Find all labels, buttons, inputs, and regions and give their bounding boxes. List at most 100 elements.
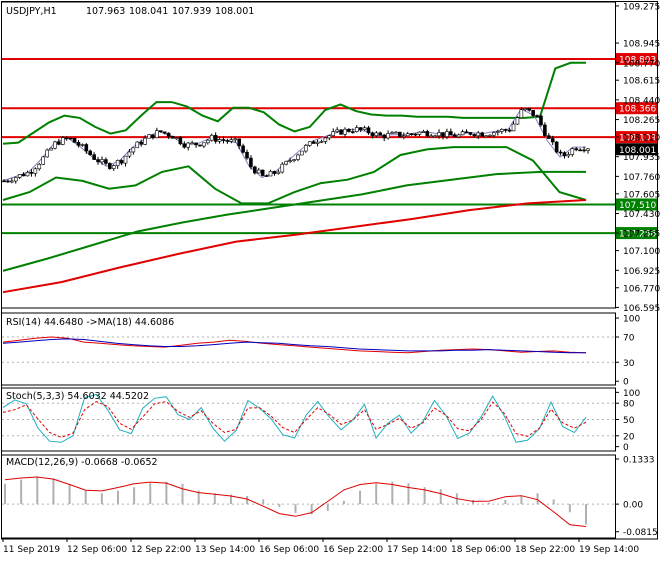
moving-average-200 xyxy=(2,199,587,294)
candle-body xyxy=(409,133,414,136)
candle-body xyxy=(452,134,457,138)
candle-body xyxy=(488,134,492,137)
candle-body xyxy=(135,141,140,149)
candle-body xyxy=(460,131,465,136)
candle-body xyxy=(96,159,100,163)
candle-body xyxy=(249,157,253,168)
price-tick-label: 107.605 xyxy=(623,190,660,200)
candle-body xyxy=(111,165,116,169)
candle-body xyxy=(155,130,159,139)
time-tick-label: 16 Sep 06:00 xyxy=(259,545,319,555)
level-tag xyxy=(616,131,657,144)
candle-body xyxy=(194,142,198,146)
candle-body xyxy=(586,148,590,151)
candle-body xyxy=(480,132,484,137)
stoch-signal-line xyxy=(2,401,587,438)
candle-body xyxy=(57,141,61,145)
level-tag-label: 107.510 xyxy=(619,201,656,211)
candle-body xyxy=(343,128,347,135)
candle-body xyxy=(127,151,132,157)
candle-body xyxy=(264,175,269,177)
stoch-main-line xyxy=(2,393,587,443)
price-tick-label: 108.110 xyxy=(623,134,660,144)
bollinger-lower-band xyxy=(2,146,587,205)
candle-body xyxy=(272,171,277,174)
time-tick-label: 16 Sep 22:00 xyxy=(323,545,383,555)
candle-body xyxy=(25,172,30,177)
candle-body xyxy=(547,135,551,139)
macd-tick-label: -0.0815 xyxy=(623,528,658,538)
candle-body xyxy=(288,160,292,162)
candle-body xyxy=(562,152,567,157)
candle-body xyxy=(41,156,45,165)
price-tick-label: 106.595 xyxy=(623,304,660,314)
macd-label: MACD(12,26,9) -0.0668 -0.0652 xyxy=(6,457,158,468)
candle-body xyxy=(511,123,516,132)
candle-body xyxy=(307,141,312,146)
candle-body xyxy=(347,128,351,132)
time-tick-label: 18 Sep 22:00 xyxy=(515,545,575,555)
candle-body xyxy=(229,139,234,142)
time-tick-label: 17 Sep 14:00 xyxy=(387,545,447,555)
current-price-tag xyxy=(616,143,657,156)
candle-body xyxy=(386,133,390,139)
candle-body xyxy=(421,131,426,133)
candle-body xyxy=(213,135,218,142)
horizontal-levels[interactable]: 108.803 108.366 108.109 107.510 107.256 108.0… xyxy=(2,53,657,240)
price-axis: 109.275 108.945 108.770 108.615 108.440 108.2… xyxy=(615,2,660,538)
candle-body xyxy=(198,144,202,147)
price-tick-label: 108.770 xyxy=(623,59,660,69)
candle-body xyxy=(382,134,386,139)
candle-body xyxy=(574,148,579,151)
candle-body xyxy=(119,160,124,164)
candle-body xyxy=(449,131,453,136)
candle-body xyxy=(570,148,575,155)
rsi-tick-label: 100 xyxy=(623,315,640,325)
candle-body xyxy=(123,155,128,164)
stoch-tick-label: 50 xyxy=(623,416,635,426)
level-tag xyxy=(616,102,657,115)
candle-body xyxy=(319,141,324,143)
candle-body xyxy=(535,115,539,117)
stoch-panel xyxy=(2,393,587,443)
candle-body xyxy=(260,169,265,176)
candle-body xyxy=(280,163,285,173)
time-tick-label: 12 Sep 22:00 xyxy=(131,545,191,555)
candle-body xyxy=(445,131,449,137)
candle-body xyxy=(296,154,300,160)
candle-body xyxy=(29,172,34,174)
fast-moving-average xyxy=(2,108,586,182)
candle-body xyxy=(88,150,93,156)
price-tick-label: 107.935 xyxy=(623,153,660,163)
candle-body xyxy=(339,129,343,135)
time-tick-label: 12 Sep 06:00 xyxy=(67,545,127,555)
candle-body xyxy=(276,171,281,174)
ohlc-low: 107.939 xyxy=(172,6,211,17)
candle-body xyxy=(13,177,18,182)
grid-lines xyxy=(2,336,615,505)
candle-body xyxy=(209,135,214,141)
rsi-panel xyxy=(2,336,587,354)
price-tick-label: 107.255 xyxy=(623,230,660,240)
price-tick-label: 107.430 xyxy=(623,210,660,220)
candle-body xyxy=(531,110,535,116)
candle-body xyxy=(456,134,461,138)
price-tick-label: 108.945 xyxy=(623,40,660,50)
level-tag-label: 108.366 xyxy=(619,105,656,115)
candle-body xyxy=(582,149,586,152)
candle-body xyxy=(362,127,367,130)
candle-body xyxy=(496,131,500,133)
time-tick-label: 13 Sep 14:00 xyxy=(195,545,255,555)
candle-body xyxy=(100,159,104,163)
candle-body xyxy=(37,163,42,170)
candle-body xyxy=(104,159,108,164)
time-axis: 11 Sep 2019 12 Sep 06:00 12 Sep 22:00 13 Se… xyxy=(2,538,639,555)
candle-body xyxy=(378,132,383,136)
main-indicators xyxy=(2,61,587,294)
rsi-label: RSI(14) 44.6480 ->MA(18) 44.6086 xyxy=(6,317,174,328)
candle-body xyxy=(413,133,418,136)
rsi-tick-label: 70 xyxy=(623,334,635,344)
stoch-tick-label: 80 xyxy=(623,400,635,410)
